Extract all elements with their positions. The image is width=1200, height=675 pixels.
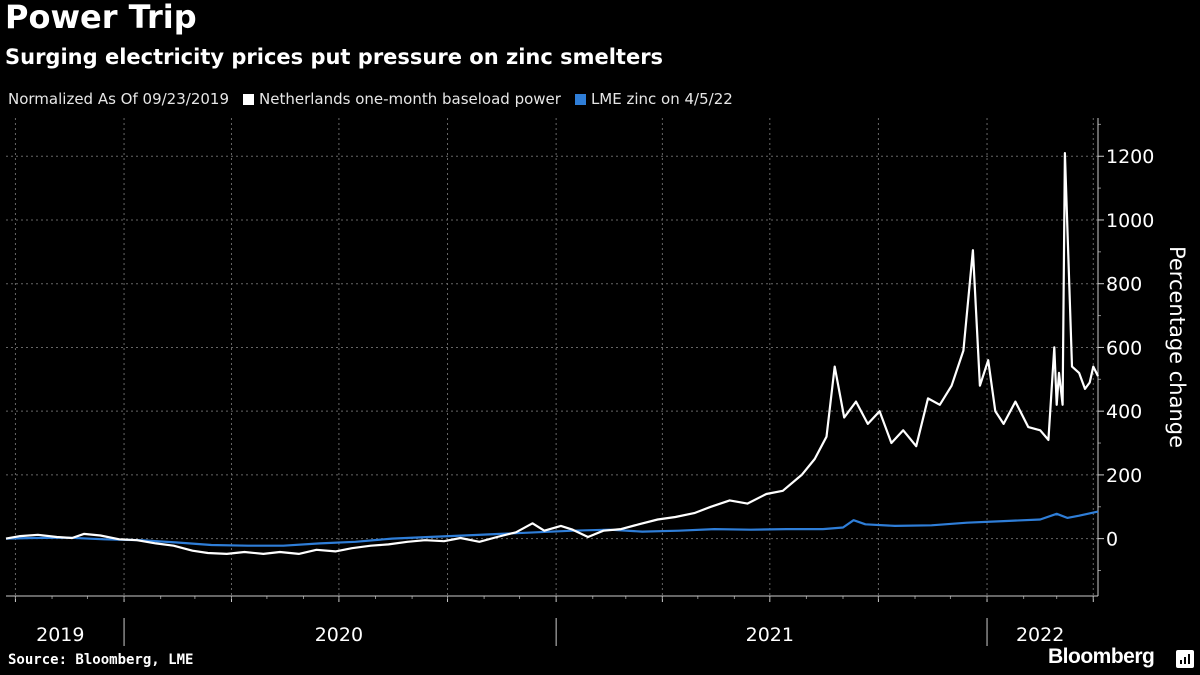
series-line-zinc bbox=[5, 510, 1099, 547]
legend-item-zinc: LME zinc on 4/5/22 bbox=[574, 90, 733, 108]
y-tick-label: 1200 bbox=[1106, 146, 1154, 168]
y-tick-label: 800 bbox=[1106, 274, 1142, 296]
x-year-label: 2020 bbox=[315, 624, 363, 646]
brand-terminal-icon bbox=[1176, 650, 1194, 668]
y-tick-label: 400 bbox=[1106, 401, 1142, 423]
legend-swatch-power bbox=[243, 93, 254, 105]
source-note: Source: Bloomberg, LME bbox=[8, 652, 194, 668]
y-axis-title: Percentage change bbox=[1165, 246, 1189, 448]
legend-item-power: Netherlands one-month baseload power bbox=[243, 90, 561, 108]
legend-swatch-zinc bbox=[574, 93, 586, 105]
y-tick-label: 0 bbox=[1106, 529, 1118, 551]
chart-subtitle: Surging electricity prices put pressure … bbox=[5, 45, 664, 69]
x-year-label: 2021 bbox=[746, 624, 794, 646]
legend: Normalized As Of 09/23/2019 Netherlands … bbox=[8, 90, 747, 108]
chart-title: Power Trip bbox=[5, 0, 197, 36]
y-tick-label: 600 bbox=[1106, 337, 1142, 359]
brand-logo: Bloomberg bbox=[1048, 645, 1155, 668]
x-year-label: 2019 bbox=[36, 624, 84, 646]
y-tick-label: 200 bbox=[1106, 465, 1142, 487]
series-line-power bbox=[5, 152, 1099, 556]
y-tick-label: 1000 bbox=[1106, 210, 1154, 232]
x-year-label: 2022 bbox=[1016, 624, 1064, 646]
legend-note: Normalized As Of 09/23/2019 bbox=[8, 90, 229, 108]
